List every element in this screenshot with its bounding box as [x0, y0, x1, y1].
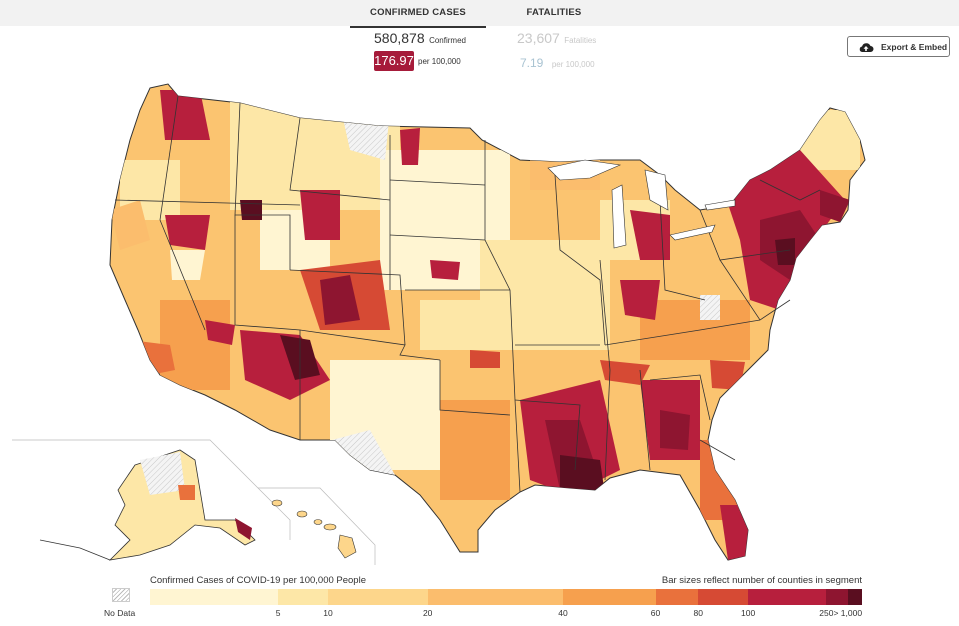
legend-segment — [328, 589, 428, 605]
legend-title: Confirmed Cases of COVID-19 per 100,000 … — [150, 575, 366, 586]
tab-bar: CONFIRMED CASES FATALITIES — [0, 0, 959, 28]
county-fills — [110, 90, 860, 560]
fatalities-rate-value: 7.19 — [520, 56, 544, 70]
confirmed-count-label: Confirmed — [429, 36, 466, 45]
fatalities-rate-label: per 100,000 — [551, 60, 595, 69]
legend-tick-label: 40 — [558, 608, 568, 618]
legend-segment — [150, 589, 279, 605]
export-embed-button[interactable]: Export & Embed — [847, 36, 950, 57]
legend-segment — [427, 589, 563, 605]
confirmed-rate-label: per 100,000 — [418, 57, 461, 66]
legend-tick-label: 80 — [693, 608, 703, 618]
no-data-swatch — [112, 588, 130, 602]
fatalities-rate: 7.19 per 100,000 — [520, 54, 595, 72]
confirmed-rate-badge: 176.97 — [374, 51, 414, 71]
legend-tick-label: > 1,000 — [833, 608, 863, 618]
fatalities-summary: 23,607 Fatalities — [517, 30, 596, 48]
legend-tick-label: 5 — [275, 608, 281, 618]
tab-fatalities[interactable]: FATALITIES — [526, 7, 582, 18]
legend-segment — [847, 589, 862, 605]
cloud-upload-icon — [859, 43, 874, 52]
fatalities-count: 23,607 — [517, 30, 560, 46]
legend-segment — [698, 589, 749, 605]
confirmed-count: 580,878 — [374, 30, 425, 46]
confirmed-summary: 580,878 Confirmed — [374, 30, 466, 48]
legend-tick-label: 60 — [650, 608, 661, 618]
legend-tick-label: 10 — [323, 608, 333, 618]
legend-note: Bar sizes reflect number of counties in … — [661, 575, 862, 586]
state-borders — [114, 95, 821, 493]
inset-frame-alaska — [12, 439, 291, 540]
fatalities-count-label: Fatalities — [564, 36, 597, 45]
inset-frame-hawaii — [258, 487, 376, 565]
legend-color-bar — [150, 589, 862, 605]
tab-confirmed-cases[interactable]: CONFIRMED CASES — [350, 0, 486, 28]
legend-segment — [826, 589, 848, 605]
no-data-label: No Data — [104, 608, 136, 618]
great-lakes — [547, 159, 736, 249]
hawaii — [271, 499, 357, 559]
alaska — [39, 449, 256, 561]
legend-segment — [278, 589, 328, 605]
legend-segment — [748, 589, 827, 605]
legend-segment — [562, 589, 656, 605]
legend-tick-label: 100 — [740, 608, 756, 618]
export-embed-label: Export & Embed — [881, 42, 948, 52]
legend-segment — [655, 589, 699, 605]
legend-tick-label: 20 — [422, 608, 433, 618]
legend-tick-label: 250 — [819, 608, 834, 618]
